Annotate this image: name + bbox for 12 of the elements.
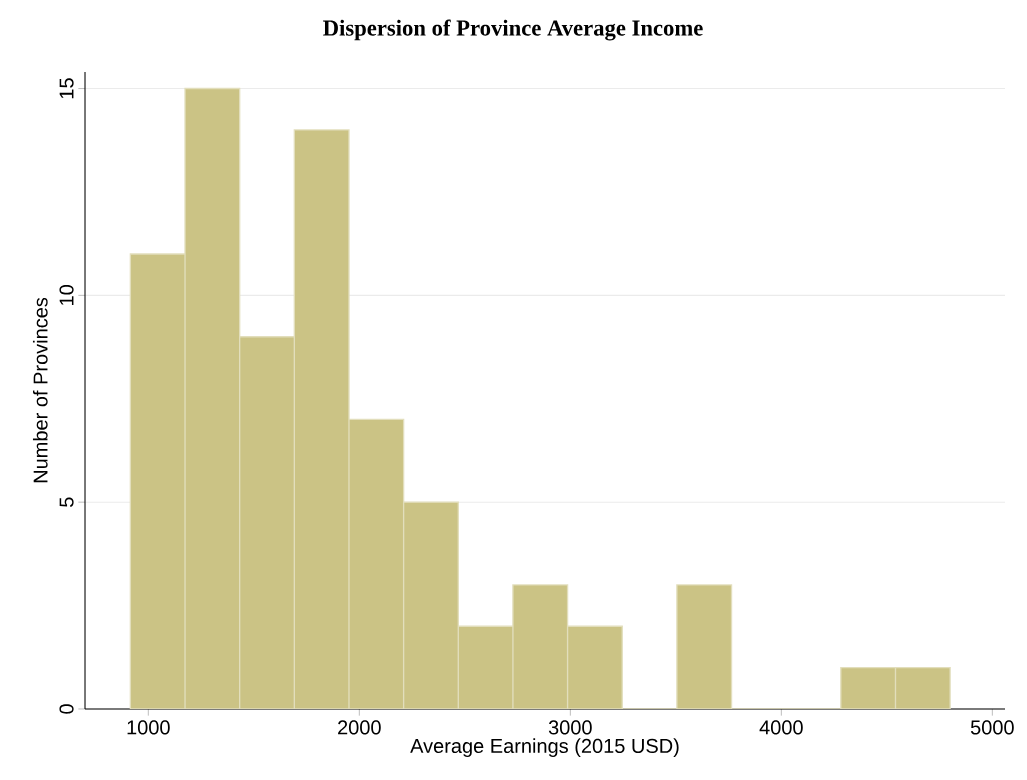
x-tick-label: 3000 <box>548 720 592 735</box>
y-tick-label: 5 <box>59 497 74 507</box>
x-axis-title: Average Earnings (2015 USD) <box>410 738 679 757</box>
x-tick-label: 1000 <box>127 720 170 735</box>
x-tick-label: 2000 <box>338 720 381 735</box>
y-axis-title: Number of Provinces <box>32 297 48 483</box>
x-tick-label: 4000 <box>759 720 803 735</box>
y-tick-label: 10 <box>59 285 74 305</box>
chart-title: Dispersion of Province Average Income <box>323 19 703 41</box>
x-tick-label: 5000 <box>970 720 1014 735</box>
y-tick-label: 15 <box>59 78 74 99</box>
y-tick-label: 0 <box>59 704 74 714</box>
